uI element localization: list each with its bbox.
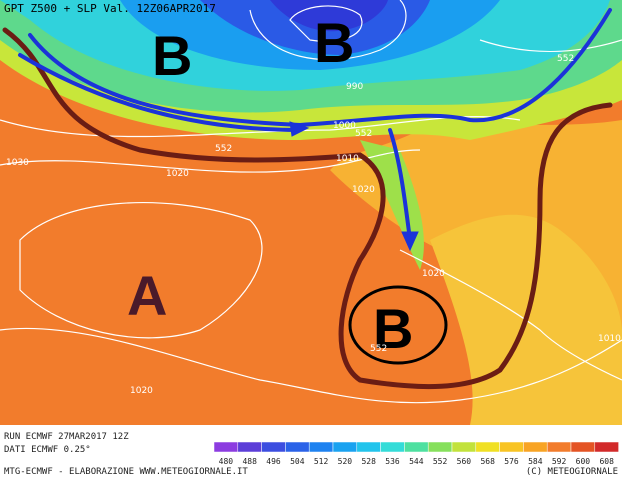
legend-label: 520 [338,457,353,466]
map-title: GPT Z500 + SLP Val. 12Z06APR2017 [4,2,216,15]
contour-label: 552 [557,54,574,64]
legend-swatch [380,441,405,453]
data-source: DATI ECMWF 0.25° [4,445,91,455]
legend-swatch [261,441,286,453]
legend-label: 480 [219,457,234,466]
legend-label: 552 [433,457,448,466]
legend-label: 512 [314,457,329,466]
contour-label: 1020 [422,269,445,279]
contour-label: 1020 [166,169,189,179]
contour-label: 1020 [130,386,153,396]
color-legend: 480 488 496 504 512 520 528 536 544 552 560 568 576 5… [213,441,619,466]
contour-label: 552 [370,344,387,354]
legend-label: 488 [242,457,257,466]
legend-swatch [523,441,548,453]
high-center: A [127,264,167,327]
legend-label: 536 [385,457,400,466]
footer-bg [0,425,622,480]
legend-swatch [570,441,596,453]
contour-label: 1000 [333,121,356,131]
legend-label: 576 [504,457,519,466]
credit: MTG-ECMWF - ELABORAZIONE WWW.METEOGIORNA… [4,467,248,477]
legend-label: 568 [480,457,495,466]
contour-label: 1010 [598,334,621,344]
low-center: B [373,297,413,360]
legend-swatch [427,441,453,453]
legend-swatch [499,441,524,453]
legend-label: 608 [599,457,614,466]
legend-swatch [404,441,429,453]
legend-label: 600 [576,457,591,466]
low-center: B [152,24,192,87]
legend-swatch [356,441,381,453]
run-info: RUN ECMWF 27MAR2017 12Z [4,432,129,442]
map-field [0,0,622,425]
legend-swatch [285,441,310,453]
annotations [2,8,613,390]
legend-label: 560 [457,457,472,466]
legend-swatch [332,441,358,453]
legend-swatch [308,441,334,453]
contour-label: 552 [215,144,232,154]
legend-swatch [237,441,262,453]
legend-label: 528 [361,457,376,466]
low-center: B [314,11,354,74]
legend-label: 504 [290,457,305,466]
legend-label: 544 [409,457,424,466]
legend-swatch [475,441,500,453]
contour-label: 1030 [6,158,29,168]
legend-swatch [546,441,572,453]
legend-swatch [213,441,239,453]
contour-labels: 1030 1020 1010 1000 990 552 552 552 1020… [6,54,621,396]
contour-label: 990 [346,82,363,92]
legend-swatch [451,441,477,453]
copyright: (C) METEOGIORNALE [526,467,618,477]
legend-label: 584 [528,457,543,466]
legend-swatch [594,441,619,453]
contour-label: 1010 [336,154,359,164]
pressure-centers: B B A B [127,11,413,360]
legend-label: 592 [552,457,567,466]
legend-label: 496 [266,457,281,466]
contour-label: 552 [355,129,372,139]
contour-label: 1020 [352,185,375,195]
